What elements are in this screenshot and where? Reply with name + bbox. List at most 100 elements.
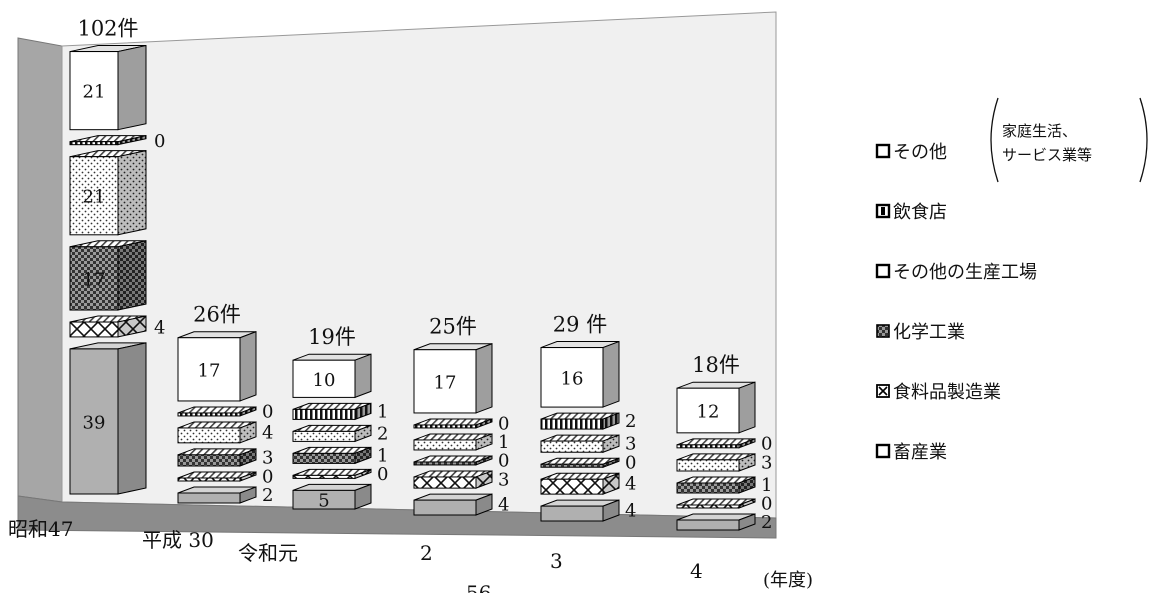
total-label-5: 18件 <box>692 353 740 377</box>
data-label-2-1: 0 <box>377 464 388 485</box>
data-label-4-4: 2 <box>625 411 636 432</box>
data-label-5-3: 3 <box>761 452 772 473</box>
data-label-5-1: 0 <box>761 494 772 515</box>
data-label-0-4: 0 <box>154 131 165 152</box>
legend-note-left-paren <box>990 97 999 183</box>
bar-segment-4-0 <box>540 499 620 522</box>
legend-item-5: 畜産業 <box>875 442 947 463</box>
data-label-5-2: 1 <box>761 475 772 496</box>
bar-segment-front-1-1 <box>177 477 241 482</box>
total-label-4: 29 件 <box>553 313 607 337</box>
legend-swatch-2 <box>875 263 891 279</box>
bar-segment-front-1-5 <box>177 337 241 402</box>
legend-swatch-1-fill <box>881 207 885 215</box>
x-tick-label-0: 昭和47 <box>8 517 73 541</box>
bar-segment-4-4 <box>540 412 620 430</box>
legend-label-1: 飲食店 <box>893 202 947 223</box>
data-label-1-5: 17 <box>198 360 221 381</box>
page-number-fragment: 56 <box>466 581 491 593</box>
bar-segment-side-0-3 <box>117 150 147 236</box>
data-label-1-4: 0 <box>262 401 273 422</box>
bar-segment-side-4-5 <box>602 340 620 408</box>
data-label-2-4: 1 <box>377 401 388 422</box>
bar-segment-side-2-5 <box>354 353 372 399</box>
bar-segment-front-3-3 <box>413 439 477 451</box>
bar-segment-1-1 <box>177 471 257 482</box>
bar-segment-front-0-4 <box>69 141 119 146</box>
bar-segment-front-4-0 <box>540 505 604 522</box>
data-label-2-2: 1 <box>377 445 388 466</box>
bar-segment-front-0-1 <box>69 321 119 338</box>
bar-segment-3-1 <box>413 470 493 489</box>
bar-segment-front-5-4 <box>676 444 740 449</box>
bar-segment-0-2 <box>69 240 147 311</box>
data-label-3-4: 0 <box>498 413 509 434</box>
bar-segment-front-2-3 <box>292 430 356 442</box>
bar-segment-0-4 <box>69 135 147 146</box>
bar-segment-3-5 <box>413 342 493 414</box>
bar-segment-3-2 <box>413 455 493 466</box>
bar-segment-0-5 <box>69 44 147 131</box>
bar-segment-front-5-5 <box>676 387 740 434</box>
legend-item-3: 化学工業 <box>876 322 965 343</box>
bar-segment-1-4 <box>177 406 257 417</box>
legend-swatch-5 <box>875 443 891 459</box>
bar-segment-front-0-5 <box>69 51 119 131</box>
bar-segment-front-2-2 <box>292 452 356 464</box>
bar-segment-5-3 <box>676 453 756 472</box>
legend-label-5: 畜産業 <box>893 442 947 463</box>
total-label-3: 25件 <box>429 315 477 339</box>
bar-segment-4-5 <box>540 340 620 408</box>
x-tick-label-4: 3 <box>550 549 563 573</box>
bar-segment-front-4-4 <box>540 418 604 430</box>
bar-segment-front-3-2 <box>413 461 477 466</box>
bar-segment-3-4 <box>413 418 493 429</box>
data-label-0-0: 39 <box>83 412 106 433</box>
bar-segment-front-4-2 <box>540 463 604 468</box>
total-label-0: 102件 <box>77 17 138 41</box>
bar-segment-side-3-5 <box>475 342 493 414</box>
bar-segment-1-5 <box>177 330 257 402</box>
bar-segment-front-5-2 <box>676 482 740 494</box>
data-label-1-1: 0 <box>262 467 273 488</box>
bar-segment-5-0 <box>676 513 756 531</box>
data-label-3-5: 17 <box>434 372 457 393</box>
legend-note-right-paren <box>1139 97 1148 183</box>
data-label-1-0: 2 <box>262 485 273 506</box>
data-label-0-1: 4 <box>154 317 165 338</box>
total-label-2: 19件 <box>308 325 356 349</box>
bar-segment-2-0 <box>292 483 372 510</box>
bar-segment-2-3 <box>292 424 372 443</box>
bar-segment-1-3 <box>177 421 257 444</box>
legend-item-4: 食料品製造業 <box>876 382 1001 403</box>
data-label-0-2: 17 <box>83 269 106 290</box>
bar-segment-front-3-0 <box>413 499 477 516</box>
data-label-4-0: 4 <box>625 501 636 522</box>
bar-segment-front-2-5 <box>292 359 356 398</box>
legend-item-1: 飲食店 <box>875 202 947 223</box>
bar-segment-side-0-5 <box>117 44 147 131</box>
legend: その他 家庭生活、 サービス業等 飲食店 その他の生産工場 化学工業 食料品製造… <box>875 97 1148 463</box>
data-label-0-3: 21 <box>83 187 106 208</box>
data-label-5-4: 0 <box>761 433 772 454</box>
data-label-5-5: 12 <box>697 402 720 423</box>
bar-segment-front-2-0 <box>292 489 356 510</box>
legend-label-4: 食料品製造業 <box>893 382 1001 403</box>
legend-item-2: その他の生産工場 <box>875 262 1037 283</box>
data-label-4-5: 16 <box>561 368 584 389</box>
bar-segment-front-0-3 <box>69 156 119 236</box>
data-label-4-3: 3 <box>625 434 636 455</box>
bar-segment-side-1-5 <box>239 330 257 402</box>
bar-segment-front-2-1 <box>292 474 356 479</box>
bar-segment-side-0-2 <box>117 240 147 311</box>
bar-segment-2-1 <box>292 468 372 480</box>
bar-segment-side-5-5 <box>738 381 756 434</box>
bar-segment-4-2 <box>540 457 620 468</box>
bar-segment-front-2-4 <box>292 408 356 420</box>
x-tick-label-2: 令和元 <box>238 541 298 565</box>
bar-segment-4-3 <box>540 434 620 453</box>
legend-note: 家庭生活、 サービス業等 <box>990 97 1148 183</box>
bar-segment-front-4-3 <box>540 440 604 453</box>
bar-segment-2-2 <box>292 446 372 465</box>
bar-segment-0-0 <box>69 342 147 495</box>
